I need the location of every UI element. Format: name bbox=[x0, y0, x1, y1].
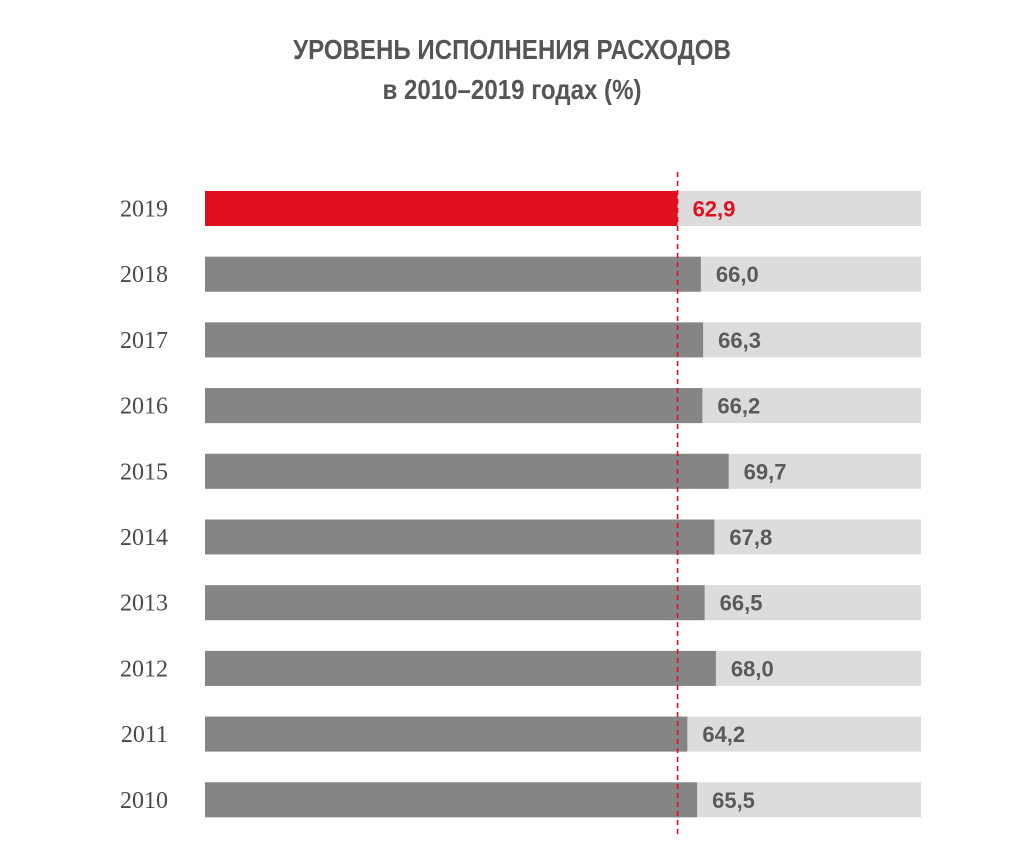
bar-2013 bbox=[205, 585, 705, 621]
value-label-2019: 62,9 bbox=[693, 197, 736, 222]
year-label-2016: 2016 bbox=[120, 394, 168, 420]
year-label-2015: 2015 bbox=[120, 459, 168, 485]
chart-title-line1: УРОВЕНЬ ИСПОЛНЕНИЯ РАСХОДОВ bbox=[293, 34, 731, 65]
year-label-2011: 2011 bbox=[121, 722, 168, 748]
chart-title: УРОВЕНЬ ИСПОЛНЕНИЯ РАСХОДОВ в 2010–2019 … bbox=[72, 30, 953, 110]
value-label-2010: 65,5 bbox=[712, 788, 755, 813]
bar-2019 bbox=[205, 191, 678, 226]
year-label-2014: 2014 bbox=[120, 525, 168, 551]
bar-2010 bbox=[205, 782, 698, 818]
year-label-2010: 2010 bbox=[120, 788, 168, 814]
bar-2016 bbox=[205, 388, 703, 424]
year-label-2017: 2017 bbox=[120, 328, 168, 354]
year-label-2012: 2012 bbox=[120, 656, 168, 682]
year-label-2019: 2019 bbox=[120, 197, 168, 223]
value-label-2018: 66,0 bbox=[716, 262, 759, 287]
value-label-2015: 69,7 bbox=[744, 459, 787, 484]
bar-2017 bbox=[205, 322, 704, 358]
bar-2015 bbox=[205, 453, 729, 489]
bar-2018 bbox=[205, 256, 701, 292]
value-label-2014: 67,8 bbox=[729, 525, 772, 550]
year-label-2018: 2018 bbox=[120, 262, 168, 288]
bar-2011 bbox=[205, 716, 688, 752]
value-label-2017: 66,3 bbox=[718, 328, 761, 353]
bar-2012 bbox=[205, 650, 716, 686]
value-label-2012: 68,0 bbox=[731, 656, 774, 681]
chart-title-line2: в 2010–2019 годах (%) bbox=[382, 74, 642, 105]
value-label-2013: 66,5 bbox=[720, 591, 763, 616]
value-label-2016: 66,2 bbox=[717, 394, 760, 419]
bar-2014 bbox=[205, 519, 715, 555]
year-label-2013: 2013 bbox=[120, 591, 168, 617]
value-label-2011: 64,2 bbox=[702, 722, 745, 747]
